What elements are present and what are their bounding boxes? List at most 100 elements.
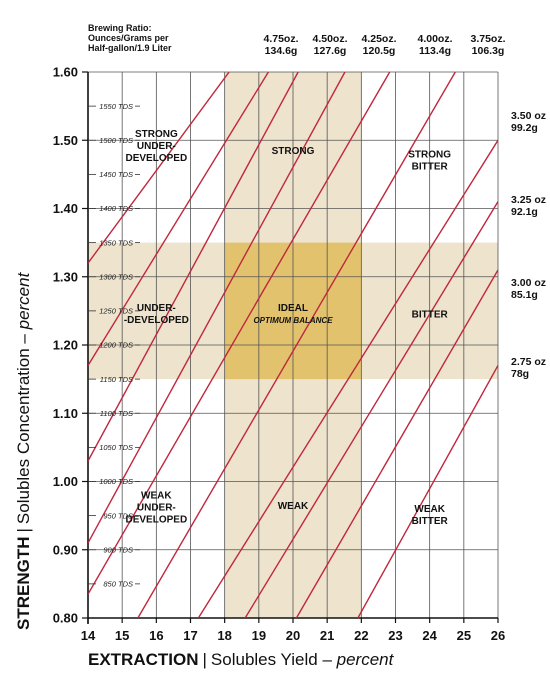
side-ratio-label: 3.50 oz 99.2g [511, 110, 546, 134]
zone-label: WEAK [278, 501, 309, 512]
tds-label: 1050 TDS [99, 443, 133, 452]
zone-sublabel: OPTIMUM BALANCE [253, 316, 333, 325]
y-axis-title-bold: STRENGTH [14, 536, 33, 631]
tds-label: 1000 TDS [99, 477, 133, 486]
tds-label: 1300 TDS [99, 272, 133, 281]
side-ratio-label: 2.75 oz 78g [511, 356, 546, 380]
brewing-ratio-title: Brewing Ratio: Ounces/Grams per Half-gal… [88, 23, 228, 53]
ratio-line [88, 72, 230, 264]
ratio-line [88, 72, 346, 544]
zone-label: BITTER [412, 310, 449, 321]
x-tick-label: 25 [457, 628, 471, 643]
x-tick-label: 15 [115, 628, 129, 643]
top-ratio-g: 120.5g [362, 45, 396, 57]
x-tick-label: 24 [422, 628, 437, 643]
top-ratio-oz: 4.00oz. [417, 33, 453, 45]
side-ratio-g: 99.2g [511, 122, 538, 134]
ratio-line [137, 72, 456, 618]
zone-label: UNDER- [137, 303, 176, 314]
tds-label: 1350 TDS [99, 238, 133, 247]
top-ratio-oz: 4.25oz. [361, 33, 397, 45]
y-tick-label: 1.60 [53, 65, 78, 80]
top-ratio-oz: 3.75oz. [470, 33, 506, 45]
zone-label: BITTER [412, 161, 449, 172]
top-ratio-oz: 4.50oz. [312, 33, 348, 45]
top-ratio-label: 4.75oz. 134.6g [251, 33, 311, 57]
zone-label: -DEVELOPED [124, 315, 189, 326]
ratio-line [88, 72, 269, 366]
side-ratio-oz: 2.75 oz [511, 356, 547, 368]
ratio-line [295, 269, 498, 618]
x-tick-label: 14 [81, 628, 96, 643]
top-ratio-g: 113.4g [418, 45, 452, 57]
side-ratio-g: 92.1g [511, 206, 538, 218]
side-ratio-g: 85.1g [511, 289, 538, 301]
y-tick-label: 1.30 [53, 269, 78, 284]
x-tick-label: 21 [320, 628, 334, 643]
y-tick-label: 1.20 [53, 338, 78, 353]
top-ratio-label: 4.50oz. 127.6g [300, 33, 360, 57]
zone-label: IDEAL [278, 303, 308, 314]
side-ratio-label: 3.25 oz 92.1g [511, 194, 546, 218]
x-axis-title-rest: Solubles Yield – [210, 650, 337, 669]
top-ratio-g: 134.6g [264, 45, 298, 57]
top-ratio-label: 4.00oz. 113.4g [405, 33, 465, 57]
side-ratio-g: 78g [511, 368, 530, 380]
zone-label: WEAK [141, 491, 172, 502]
tds-label: 1100 TDS [100, 409, 133, 418]
x-axis-title-bold: EXTRACTION [88, 650, 199, 669]
y-tick-label: 1.10 [53, 406, 78, 421]
tds-label-layer: 850 TDS 900 TDS 950 TDS 1000 TDS 1050 TDS 110… [88, 102, 140, 589]
x-tick-label: 18 [217, 628, 231, 643]
y-axis-title-separator: | [14, 528, 33, 533]
side-ratio-label: 3.00 oz 85.1g [511, 277, 546, 301]
y-axis-title-italic: percent [14, 272, 33, 330]
side-ratio-oz: 3.00 oz [511, 277, 547, 289]
brewing-ratio-title-line2: Ounces/Grams per [88, 33, 169, 43]
y-tick-label: 1.00 [53, 474, 78, 489]
brewing-ratio-title-line3: Half-gallon/1.9 Liter [88, 43, 172, 53]
y-tick-label: 0.80 [53, 611, 78, 626]
tds-label: 1500 TDS [99, 136, 133, 145]
y-axis-title-rest: Solubles Concentration – [14, 329, 33, 525]
x-tick-label: 22 [354, 628, 368, 643]
tds-label: 1250 TDS [99, 307, 133, 316]
zone-label: UNDER- [137, 503, 176, 514]
brewing-ratio-title-line1: Brewing Ratio: [88, 23, 152, 33]
x-axis-title: EXTRACTION | Solubles Yield – percent [88, 650, 393, 670]
side-ratio-oz: 3.50 oz [511, 110, 547, 122]
tds-label: 850 TDS [103, 580, 133, 589]
x-tick-label: 17 [183, 628, 197, 643]
zone-label: DEVELOPED [125, 153, 187, 164]
y-tick-label: 1.50 [53, 133, 78, 148]
tds-label: 1550 TDS [99, 102, 133, 111]
y-tick-label: 0.90 [53, 542, 78, 557]
top-ratio-label: 4.25oz. 120.5g [349, 33, 409, 57]
zone-label: BITTER [412, 516, 449, 527]
x-tick-label: 23 [388, 628, 402, 643]
zone-label: STRONG [272, 146, 315, 157]
tds-label: 900 TDS [103, 545, 133, 554]
ratio-line-layer [88, 72, 498, 618]
x-tick-label: 26 [491, 628, 505, 643]
zone-label: DEVELOPED [125, 515, 187, 526]
tds-label: 950 TDS [103, 511, 133, 520]
x-tick-label: 16 [149, 628, 163, 643]
zone-label: STRONG [408, 149, 451, 160]
top-ratio-label: 3.75oz. 106.3g [458, 33, 518, 57]
y-tick-label: 1.40 [53, 201, 78, 216]
tds-label: 1150 TDS [100, 375, 133, 384]
tds-label: 1400 TDS [99, 204, 133, 213]
y-axis-title: STRENGTH | Solubles Concentration – percen… [14, 273, 34, 630]
ratio-line [88, 72, 299, 462]
x-axis-title-italic: percent [336, 650, 394, 669]
ratio-line [197, 139, 498, 618]
zone-label: STRONG [135, 129, 178, 140]
tds-label: 1200 TDS [99, 341, 133, 350]
top-ratio-g: 127.6g [313, 45, 347, 57]
top-ratio-oz: 4.75oz. [263, 33, 299, 45]
x-axis-title-separator: | [202, 650, 207, 669]
tds-label: 1450 TDS [99, 170, 133, 179]
